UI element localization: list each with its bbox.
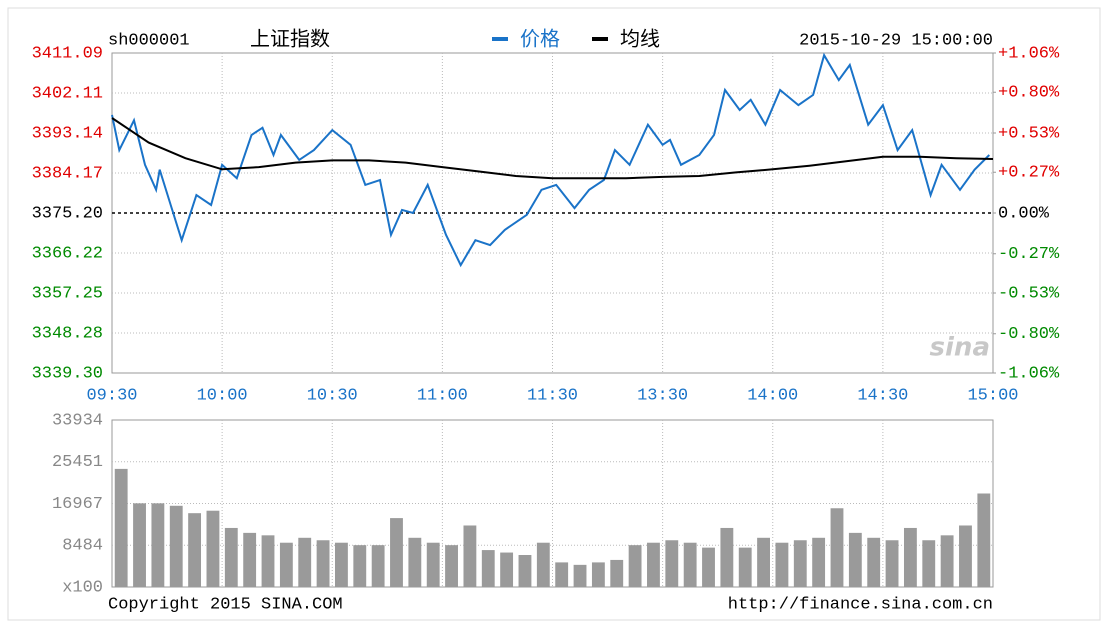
volume-bar xyxy=(885,540,899,587)
volume-bar xyxy=(867,537,881,587)
volume-bar xyxy=(683,542,697,587)
volume-bar xyxy=(445,545,458,587)
volume-bar xyxy=(812,537,826,587)
volume-bar xyxy=(133,503,146,587)
y-tick-label: 3348.28 xyxy=(32,324,103,343)
volume-bar xyxy=(573,564,587,587)
volume-bar xyxy=(371,545,385,587)
y2-tick-label: -1.06% xyxy=(998,364,1060,383)
volume-bar xyxy=(757,537,770,587)
volume-bar xyxy=(830,508,844,587)
volume-tick-label: 25451 xyxy=(52,453,103,472)
x-tick-label: 14:30 xyxy=(857,386,908,405)
volume-bar xyxy=(977,493,991,587)
x-tick-label: 15:00 xyxy=(967,386,1018,405)
volume-bar xyxy=(463,525,477,587)
y2-tick-label: +0.80% xyxy=(998,84,1060,103)
volume-tick-label: 8484 xyxy=(62,537,103,556)
volume-bar xyxy=(224,527,238,587)
y-tick-label: 3357.25 xyxy=(32,284,103,303)
volume-tick-label: 33934 xyxy=(52,411,103,430)
volume-bar xyxy=(848,532,862,587)
volume-bar xyxy=(481,550,495,587)
volume-bar xyxy=(298,537,312,587)
volume-bar xyxy=(591,562,605,587)
y2-tick-label: -0.27% xyxy=(998,245,1060,264)
series-line xyxy=(111,52,991,268)
index-name: 上证指数 xyxy=(250,27,330,51)
y2-tick-label: +0.53% xyxy=(998,124,1060,143)
volume-bar xyxy=(114,468,128,587)
volume-bar xyxy=(518,555,532,587)
volume-bar xyxy=(151,503,165,587)
y-tick-label: 3411.09 xyxy=(32,44,103,63)
timestamp: 2015-10-29 15:00:00 xyxy=(799,31,993,50)
x-tick-label: 10:00 xyxy=(197,386,248,405)
legend-label: 均线 xyxy=(620,27,660,51)
y-tick-label: 3393.14 xyxy=(32,124,103,143)
y2-tick-label: 0.00% xyxy=(998,204,1050,223)
x-tick-label: 14:00 xyxy=(747,386,798,405)
x-tick-label: 11:30 xyxy=(527,386,578,405)
x-tick-label: 09:30 xyxy=(86,386,137,405)
volume-bar xyxy=(390,518,403,587)
volume-bar xyxy=(188,513,202,587)
legend-label: 价格 xyxy=(520,27,560,51)
y-tick-label: 3375.20 xyxy=(32,204,103,223)
y-tick-label: 3402.11 xyxy=(32,85,103,104)
volume-bar xyxy=(720,527,734,587)
volume-bar xyxy=(261,535,275,587)
logo: sina xyxy=(930,333,990,363)
volume-bar xyxy=(426,542,440,587)
volume-bar xyxy=(940,535,954,587)
copyright: Copyright 2015 SINA.COM xyxy=(108,595,343,614)
x-tick-label: 13:30 xyxy=(637,386,688,405)
volume-bar xyxy=(536,542,550,587)
y-tick-label: 3366.22 xyxy=(32,244,103,263)
volume-bar xyxy=(169,505,183,587)
volume-bar xyxy=(335,542,348,587)
volume-bar xyxy=(243,532,257,587)
volume-bar xyxy=(775,542,789,587)
volume-bar xyxy=(500,552,514,587)
y2-tick-label: +1.06% xyxy=(998,44,1060,63)
volume-bar xyxy=(353,545,367,587)
volume-bar xyxy=(628,545,642,587)
series-line xyxy=(111,117,994,180)
symbol: sh000001 xyxy=(108,31,190,50)
url: http://finance.sina.com.cn xyxy=(728,595,993,614)
frame xyxy=(7,7,1101,621)
volume-bar xyxy=(206,510,220,587)
x-tick-label: 10:30 xyxy=(307,386,358,405)
volume-bar xyxy=(793,540,807,587)
volume-bar xyxy=(738,547,752,587)
y2-tick-label: -0.80% xyxy=(998,325,1060,344)
volume-tick-label: x100 xyxy=(62,578,103,597)
y-tick-label: 3384.17 xyxy=(32,164,103,183)
legend-swatch xyxy=(592,37,608,41)
y-tick-label: 3339.30 xyxy=(32,364,103,383)
x-tick-label: 11:00 xyxy=(417,386,468,405)
volume-bar xyxy=(316,540,330,587)
volume-bar xyxy=(555,562,569,587)
volume-bar xyxy=(665,540,679,587)
y2-tick-label: -0.53% xyxy=(998,284,1060,303)
legend-swatch xyxy=(492,37,508,41)
volume-bar xyxy=(408,537,422,587)
volume-bar xyxy=(647,542,660,587)
y2-tick-label: +0.27% xyxy=(998,164,1060,183)
volume-bar xyxy=(279,542,293,587)
volume-bar xyxy=(922,540,936,587)
volume-bar xyxy=(610,559,624,587)
volume-bar xyxy=(903,527,917,587)
volume-bar xyxy=(959,525,972,587)
volume-bar xyxy=(702,547,715,587)
volume-tick-label: 16967 xyxy=(52,495,103,514)
